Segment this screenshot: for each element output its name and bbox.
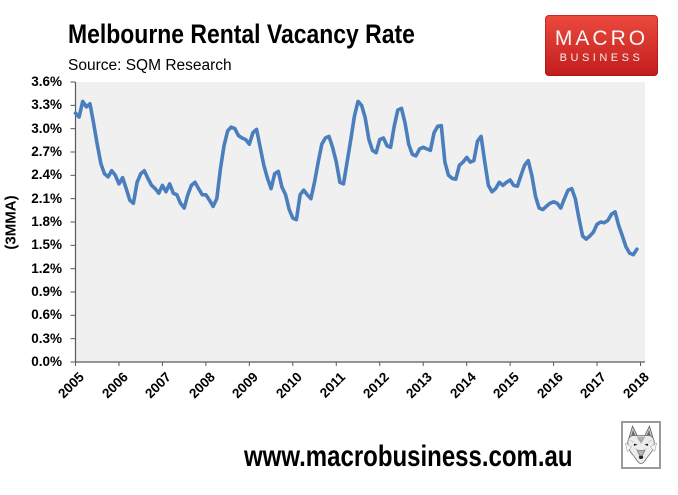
- y-axis-tick-label: 3.6%: [31, 74, 62, 89]
- axis-lines: [74, 82, 645, 363]
- macrobusiness-logo: MACRO BUSINESS: [545, 15, 658, 76]
- y-axis-tick-label: 1.5%: [31, 237, 62, 253]
- logo-line-business: BUSINESS: [559, 51, 644, 64]
- footer-url: www.macrobusiness.com.au: [244, 440, 655, 474]
- vacancy-rate-line: [73, 99, 639, 257]
- y-axis-tick-label: 2.1%: [31, 190, 62, 206]
- wolf-logo-image: [621, 421, 661, 469]
- footer-url-text: www.macrobusiness.com.au: [244, 440, 573, 473]
- y-axis-tick-label: 2.4%: [31, 167, 62, 183]
- y-axis-tick-label: 1.2%: [31, 260, 62, 276]
- chart-canvas: [70, 81, 645, 366]
- vacancy-rate-chart: (3MMA) 0.0% 0.3% 0.6% 0.9% 1.2% 1.5% 1.8% 2.1% 2…: [3, 74, 653, 401]
- y-axis-tick-label: 0.9%: [31, 284, 62, 299]
- y-axis-tick-label: 3.3%: [31, 97, 62, 113]
- y-axis-tick-label: 0.3%: [31, 330, 62, 346]
- y-axis-tick-label: 0.0%: [31, 354, 62, 369]
- y-axis-tick-label: 1.8%: [31, 214, 62, 229]
- y-axis-tick-label: 0.6%: [31, 307, 62, 323]
- page-title: Melbourne Rental Vacancy Rate: [68, 19, 476, 50]
- page-title-text: Melbourne Rental Vacancy Rate: [68, 19, 415, 49]
- plot-area: [75, 82, 645, 362]
- wolf-icon: [625, 425, 657, 465]
- y-axis-tick-label: 3.0%: [31, 120, 62, 136]
- source-label: Source: SQM Research: [68, 57, 232, 74]
- y-axis-tick-label: 2.7%: [31, 144, 62, 159]
- logo-line-macro: MACRO: [554, 26, 649, 50]
